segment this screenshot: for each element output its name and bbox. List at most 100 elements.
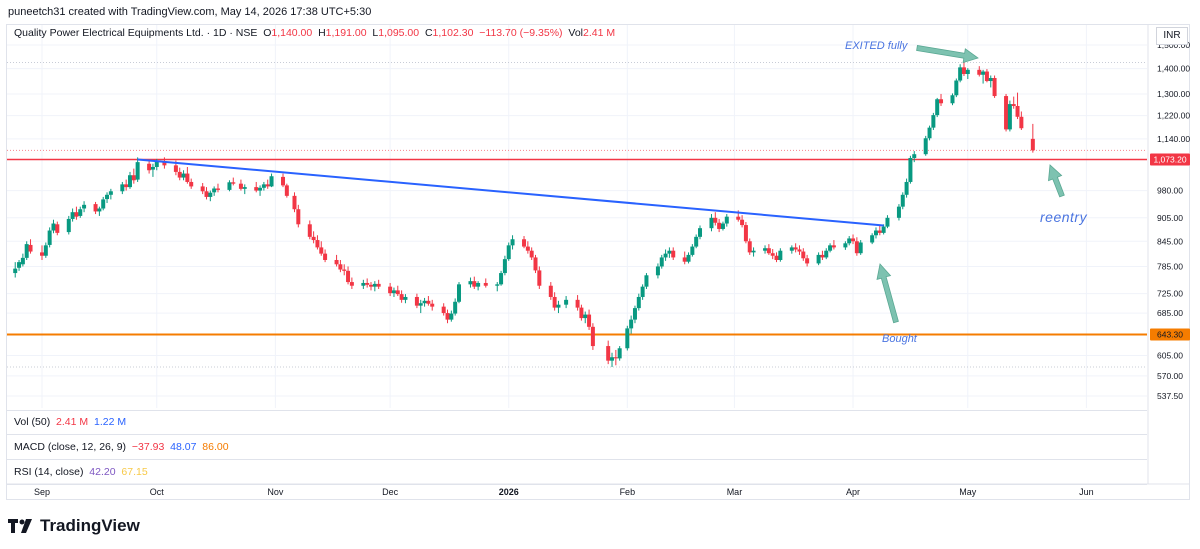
candle[interactable] (135, 157, 140, 182)
candle[interactable] (200, 182, 205, 195)
candle[interactable] (242, 184, 247, 195)
candle[interactable] (984, 69, 989, 83)
bought-arrow[interactable] (876, 263, 899, 324)
candle[interactable] (793, 243, 798, 253)
candle[interactable] (927, 125, 932, 141)
candle[interactable] (579, 304, 584, 321)
candle[interactable] (227, 180, 232, 192)
candle[interactable] (414, 293, 419, 309)
candle[interactable] (258, 185, 263, 196)
candle[interactable] (372, 281, 377, 292)
candle[interactable] (556, 300, 561, 314)
candle[interactable] (935, 97, 940, 118)
candle[interactable] (369, 282, 374, 291)
candle[interactable] (483, 278, 488, 288)
candle[interactable] (828, 243, 833, 253)
candle[interactable] (583, 311, 588, 324)
candle[interactable] (78, 206, 83, 218)
candle[interactable] (709, 214, 714, 232)
candle[interactable] (456, 282, 461, 304)
candle[interactable] (843, 241, 848, 250)
candle[interactable] (717, 218, 722, 233)
candle[interactable] (525, 241, 530, 254)
candle[interactable] (510, 235, 515, 250)
candle[interactable] (422, 297, 427, 307)
candle[interactable] (522, 236, 527, 249)
candle[interactable] (847, 236, 852, 246)
candle[interactable] (877, 225, 882, 236)
tradingview-logo[interactable]: TradingView (8, 516, 140, 536)
candle[interactable] (261, 181, 266, 191)
candle[interactable] (311, 231, 316, 244)
candle[interactable] (698, 225, 703, 240)
candle[interactable] (1030, 123, 1035, 153)
candle[interactable] (870, 233, 875, 245)
candle[interactable] (655, 263, 660, 279)
candle[interactable] (858, 240, 863, 255)
candle[interactable] (805, 254, 810, 267)
candle[interactable] (564, 296, 569, 309)
candle[interactable] (97, 206, 102, 216)
candle[interactable] (120, 181, 125, 195)
candle[interactable] (391, 287, 396, 297)
candle[interactable] (885, 215, 890, 229)
candle[interactable] (954, 78, 959, 98)
candle[interactable] (399, 290, 404, 303)
candle[interactable] (502, 255, 507, 276)
candle[interactable] (101, 196, 106, 211)
candle[interactable] (950, 93, 955, 106)
candle[interactable] (613, 349, 618, 366)
candle[interactable] (816, 252, 821, 266)
candle[interactable] (499, 270, 504, 286)
candle[interactable] (774, 252, 779, 263)
candle[interactable] (923, 135, 928, 156)
candle[interactable] (625, 325, 630, 351)
candle[interactable] (533, 254, 538, 274)
candle[interactable] (686, 252, 691, 264)
candle[interactable] (17, 259, 22, 271)
candle[interactable] (977, 66, 982, 77)
candle[interactable] (212, 186, 217, 196)
candle[interactable] (992, 75, 997, 98)
candle[interactable] (74, 206, 79, 220)
candle[interactable] (284, 183, 289, 198)
candle[interactable] (445, 309, 450, 324)
candle[interactable] (204, 187, 209, 200)
candle[interactable] (587, 309, 592, 330)
candle[interactable] (453, 298, 458, 316)
candle[interactable] (690, 244, 695, 257)
candle[interactable] (820, 250, 825, 260)
volume-indicator-legend[interactable]: Vol (50) 2.41 M 1.22 M (14, 416, 126, 428)
candle[interactable] (851, 234, 856, 245)
candle[interactable] (548, 282, 553, 300)
candle[interactable] (334, 254, 339, 267)
candle[interactable] (824, 248, 829, 260)
candle[interactable] (418, 299, 423, 314)
candle[interactable] (778, 248, 783, 262)
candle[interactable] (682, 251, 687, 265)
candle[interactable] (189, 178, 194, 189)
candle[interactable] (506, 242, 511, 261)
candle[interactable] (476, 281, 481, 291)
candle[interactable] (376, 279, 381, 289)
candle[interactable] (747, 238, 752, 255)
candle[interactable] (388, 282, 393, 297)
candle[interactable] (881, 224, 886, 235)
candle[interactable] (1019, 111, 1024, 130)
candle[interactable] (292, 192, 297, 213)
candle[interactable] (315, 235, 320, 250)
candle[interactable] (606, 340, 611, 365)
candle[interactable] (349, 277, 354, 289)
pane-separator[interactable] (7, 434, 1147, 435)
candle[interactable] (789, 245, 794, 254)
candle[interactable] (147, 159, 152, 174)
candle[interactable] (449, 310, 454, 322)
candle[interactable] (713, 212, 718, 226)
candle[interactable] (323, 249, 328, 263)
candle[interactable] (988, 75, 993, 88)
candle[interactable] (965, 68, 970, 80)
candle[interactable] (629, 315, 634, 334)
candle[interactable] (395, 285, 400, 297)
candle[interactable] (361, 279, 366, 289)
candle[interactable] (47, 227, 52, 248)
